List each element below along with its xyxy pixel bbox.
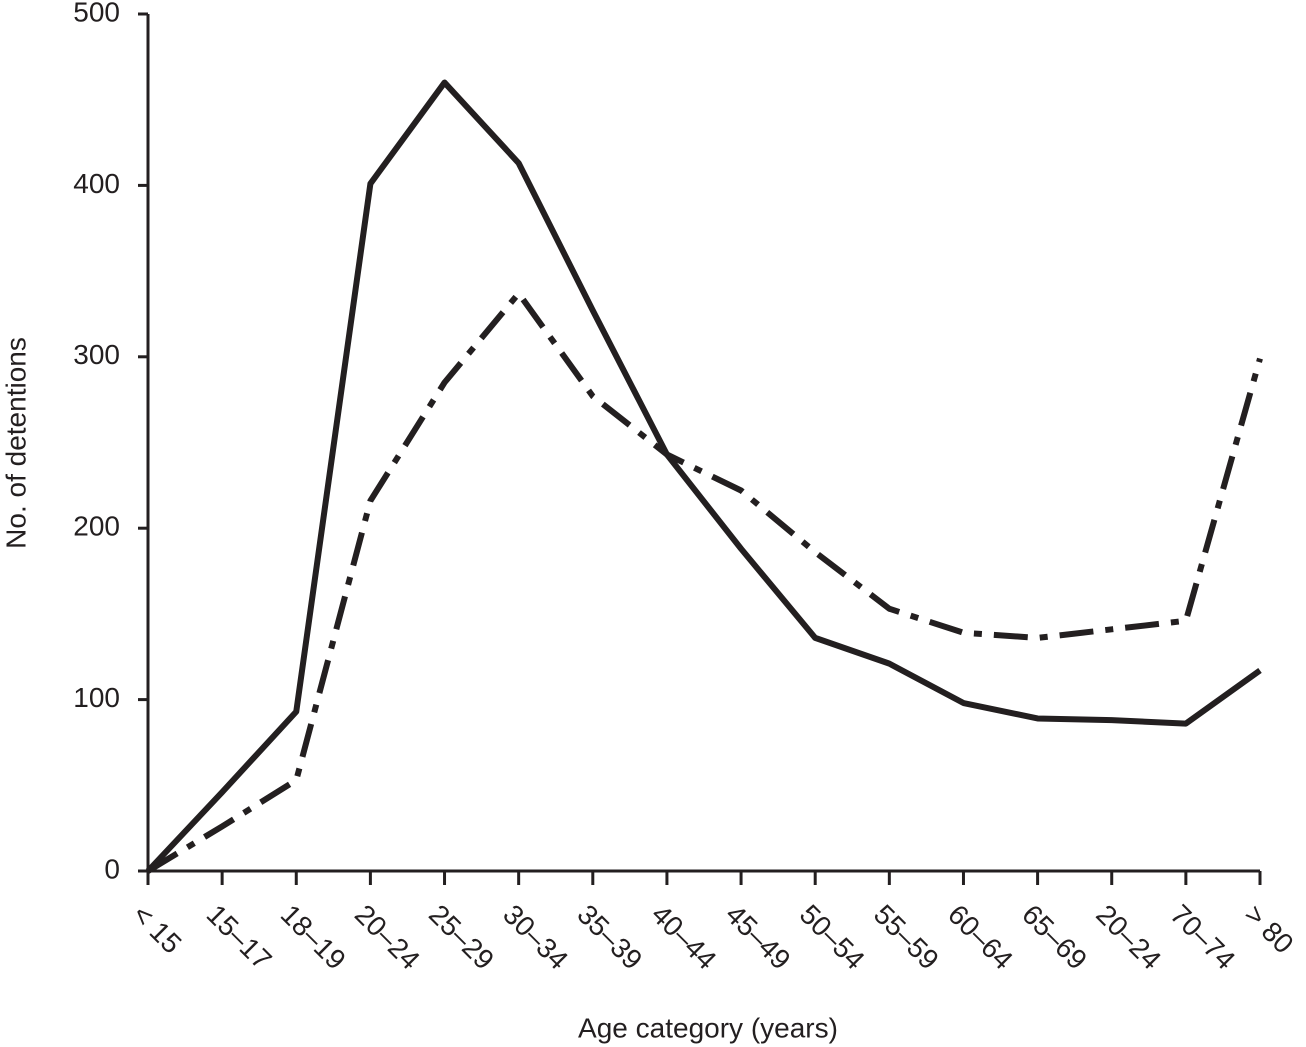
x-tick-label: 35–39 — [571, 899, 648, 976]
x-tick-label: 65–69 — [1016, 899, 1093, 976]
x-tick-label: 50–54 — [794, 899, 871, 976]
y-tick-label: 200 — [73, 511, 120, 542]
x-tick-label: 45–49 — [720, 899, 797, 976]
y-tick-label: 400 — [73, 168, 120, 199]
y-tick-label: 100 — [73, 682, 120, 713]
line-series — [145, 79, 1262, 874]
y-axis-label: No. of detentions — [0, 337, 31, 549]
x-tick-label: 55–59 — [868, 899, 945, 976]
x-tick-label: < 15 — [127, 899, 188, 960]
x-tick-label: 20–24 — [1090, 899, 1167, 976]
x-tick-label: 20–24 — [349, 899, 426, 976]
y-tick-label: 0 — [104, 853, 120, 884]
line-series — [146, 290, 1263, 874]
y-tick-label: 500 — [73, 0, 120, 27]
x-tick-label: 70–74 — [1164, 899, 1241, 976]
x-tick-label: 60–64 — [942, 899, 1019, 976]
x-tick-label: 40–44 — [645, 899, 722, 976]
x-tick-label: 18–19 — [275, 899, 352, 976]
x-tick-label: 25–29 — [423, 899, 500, 976]
y-tick-label: 300 — [73, 339, 120, 370]
x-axis-label: Age category (years) — [578, 1012, 838, 1043]
x-tick-label: > 80 — [1239, 899, 1300, 960]
x-tick-label: 30–34 — [497, 899, 574, 976]
x-tick-label: 15–17 — [201, 899, 278, 976]
